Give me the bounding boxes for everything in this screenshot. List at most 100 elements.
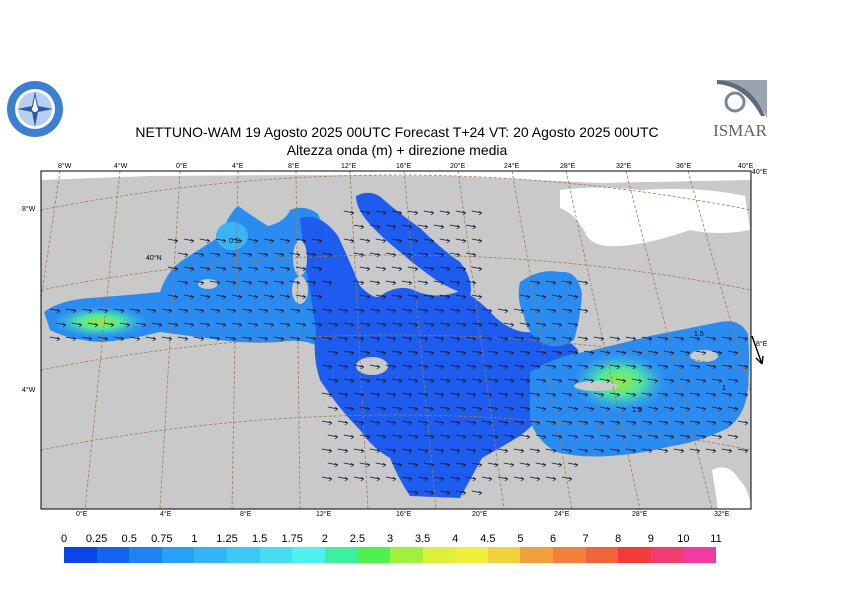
wave-arrow-icon: [407, 322, 419, 328]
colorbar-swatch: [161, 547, 195, 563]
wave-arrow-icon: [455, 462, 467, 468]
wave-arrow-icon: [359, 378, 371, 384]
colorbar-swatch: [129, 547, 162, 563]
wave-arrow-icon: [641, 420, 653, 426]
wave-arrow-icon: [727, 434, 739, 440]
wave-arrow-icon: [577, 364, 589, 370]
wave-arrow-icon: [385, 280, 397, 286]
wave-arrow-icon: [423, 462, 435, 468]
colorbar-label: 9: [647, 533, 654, 545]
wave-arrow-icon: [385, 252, 397, 258]
wave-arrow-icon: [279, 238, 291, 244]
colorbar: [64, 547, 716, 563]
wave-arrow-icon: [65, 336, 77, 342]
colorbar-swatch: [96, 547, 130, 563]
wave-arrow-icon: [359, 210, 371, 216]
wave-arrow-icon: [615, 378, 627, 384]
wave-arrow-icon: [375, 462, 387, 468]
wave-arrow-icon: [151, 322, 163, 328]
wave-arrow-icon: [321, 336, 333, 342]
wave-arrow-icon: [417, 224, 429, 230]
alboran-high-waves: [52, 306, 148, 338]
wave-arrow-icon: [183, 266, 195, 272]
wave-arrow-icon: [727, 378, 739, 384]
wave-arrow-icon: [391, 350, 403, 356]
wave-arrow-icon: [417, 448, 429, 454]
wave-arrow-icon: [295, 266, 307, 272]
chart-title: NETTUNO-WAM 19 Agosto 2025 00UTC Forecas…: [135, 124, 659, 140]
colorbar-swatch: [650, 547, 684, 563]
wave-arrow-icon: [647, 350, 659, 356]
wave-arrow-icon: [193, 280, 205, 286]
red-sea-region: [712, 467, 751, 509]
wave-arrow-icon: [567, 378, 579, 384]
wave-arrow-icon: [263, 266, 275, 272]
wave-arrow-icon: [465, 420, 477, 426]
wave-arrow-icon: [161, 308, 173, 314]
wave-arrow-icon: [129, 336, 141, 342]
wave-arrow-icon: [311, 322, 323, 328]
wave-arrow-icon: [487, 350, 499, 356]
crete: [574, 381, 618, 391]
wave-arrow-icon: [401, 420, 413, 426]
wave-arrow-icon: [487, 434, 499, 440]
wave-arrow-icon: [289, 336, 301, 342]
wave-arrow-icon: [241, 280, 253, 286]
wave-arrow-icon: [353, 336, 365, 342]
wave-arrow-icon: [369, 420, 381, 426]
wave-arrow-icon: [551, 462, 563, 468]
wave-arrow-icon: [497, 420, 509, 426]
wave-arrow-icon: [353, 308, 365, 314]
top-lon-label: 0°E: [176, 162, 188, 170]
top-lon-label: 40°E: [738, 162, 754, 170]
wave-arrow-icon: [609, 336, 621, 342]
colorbar-label: 2: [321, 533, 328, 545]
wave-arrow-icon: [647, 406, 659, 412]
wave-arrow-icon: [273, 252, 285, 258]
wave-arrow-icon: [337, 476, 349, 482]
wave-arrow-icon: [129, 308, 141, 314]
wave-arrow-icon: [631, 350, 643, 356]
wave-arrow-icon: [695, 350, 707, 356]
wave-arrow-icon: [449, 224, 461, 230]
wave-arrow-icon: [215, 238, 227, 244]
wave-arrow-icon: [711, 406, 723, 412]
wave-arrow-icon: [209, 336, 221, 342]
wave-arrow-icon: [359, 350, 371, 356]
wave-arrow-icon: [391, 210, 403, 216]
wave-arrow-icon: [375, 238, 387, 244]
wave-arrow-icon: [113, 308, 125, 314]
wave-arrow-icon: [721, 448, 733, 454]
colorbar-label: 1: [191, 533, 198, 545]
wave-arrow-icon: [385, 336, 397, 342]
colorbar-swatch: [487, 547, 521, 563]
wave-arrow-icon: [561, 392, 573, 398]
wave-arrow-icon: [231, 266, 243, 272]
wave-arrow-icon: [737, 336, 749, 342]
wave-arrow-icon: [113, 336, 125, 342]
wave-arrow-icon: [401, 308, 413, 314]
wave-arrow-icon: [673, 392, 685, 398]
wave-arrow-icon: [353, 224, 365, 230]
wave-arrow-icon: [423, 238, 435, 244]
wave-arrow-icon: [417, 252, 429, 258]
wave-arrow-icon: [663, 378, 675, 384]
wave-arrow-icon: [631, 434, 643, 440]
wave-arrow-icon: [609, 392, 621, 398]
wave-arrow-icon: [577, 308, 589, 314]
wave-arrow-icon: [161, 336, 173, 342]
wave-arrow-icon: [705, 364, 717, 370]
wave-arrow-icon: [551, 434, 563, 440]
wave-arrow-icon: [177, 280, 189, 286]
wave-arrow-icon: [439, 322, 451, 328]
wave-arrow-icon: [481, 364, 493, 370]
wave-arrow-icon: [439, 462, 451, 468]
wave-arrow-icon: [449, 476, 461, 482]
wave-arrow-icon: [705, 420, 717, 426]
colorbar-swatch: [389, 547, 423, 563]
wave-arrow-icon: [401, 336, 413, 342]
ismar-emblem: ISMAR: [709, 78, 771, 140]
wave-arrow-icon: [433, 448, 445, 454]
wave-arrow-icon: [529, 364, 541, 370]
wave-arrow-icon: [337, 448, 349, 454]
